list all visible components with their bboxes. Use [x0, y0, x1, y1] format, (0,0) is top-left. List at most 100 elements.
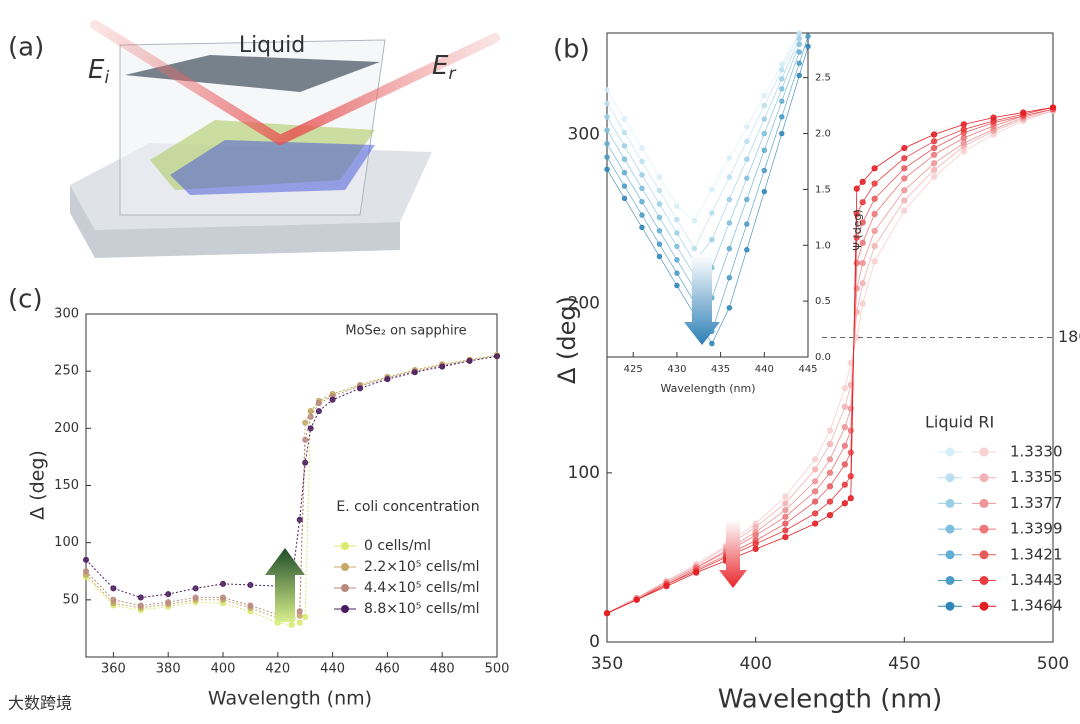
data-point — [782, 513, 789, 520]
data-point — [859, 259, 866, 267]
data-point — [83, 568, 89, 575]
data-point — [871, 227, 878, 235]
y-tick-label: 200 — [568, 294, 600, 314]
data-point — [693, 569, 700, 576]
data-point — [726, 220, 733, 226]
data-point — [826, 498, 834, 505]
data-point — [782, 534, 789, 541]
data-point — [137, 602, 144, 609]
data-point — [674, 257, 680, 263]
x-tick-label: 480 — [430, 662, 455, 677]
data-point — [826, 456, 834, 463]
legend-marker — [979, 550, 989, 560]
data-point — [744, 156, 750, 162]
data-point — [639, 158, 645, 165]
data-point — [466, 357, 473, 364]
y-tick-label: 1.0 — [815, 240, 831, 251]
data-point — [871, 258, 878, 265]
data-point — [656, 228, 663, 234]
data-point — [709, 210, 715, 216]
legend-marker — [341, 584, 349, 592]
series-line — [606, 32, 800, 222]
data-point — [752, 540, 759, 547]
data-point — [315, 408, 322, 415]
data-point — [853, 210, 860, 218]
data-point — [633, 596, 640, 603]
data-point — [709, 186, 715, 193]
data-point — [930, 151, 938, 158]
data-point — [726, 274, 733, 281]
y-axis-title: Δ (deg) — [553, 296, 581, 384]
data-point — [302, 613, 309, 620]
y-tick-label: 1.5 — [815, 184, 831, 195]
data-point — [841, 403, 848, 410]
y-tick-label: 2.0 — [815, 129, 831, 140]
y-tick-label: 0.5 — [815, 296, 831, 307]
data-point — [812, 520, 819, 527]
watermark: 大数跨境 — [8, 694, 72, 713]
data-point — [871, 195, 878, 202]
data-point — [841, 461, 848, 468]
data-point — [639, 212, 645, 218]
y-tick-label: 250 — [54, 364, 79, 379]
data-point — [847, 495, 854, 502]
data-point — [779, 61, 785, 67]
data-point — [744, 247, 750, 253]
data-point — [859, 199, 866, 206]
data-point — [691, 217, 698, 224]
y-tick-label: 0 — [589, 632, 600, 652]
data-point — [604, 140, 610, 147]
legend-label: 1.3355 — [1010, 468, 1063, 486]
data-point — [247, 581, 254, 588]
data-point — [621, 116, 628, 122]
data-point — [805, 33, 811, 40]
data-point — [841, 424, 848, 431]
legend-label: 1.3464 — [1010, 597, 1063, 615]
trend-arrow — [684, 255, 720, 345]
series-line — [606, 107, 1054, 614]
data-point — [859, 280, 866, 287]
data-point — [841, 481, 848, 488]
data-point — [761, 102, 768, 109]
data-point — [621, 195, 628, 202]
data-point — [744, 138, 750, 145]
y-tick-label: 200 — [54, 421, 79, 436]
data-point — [960, 121, 967, 128]
data-point — [782, 520, 789, 527]
data-point — [859, 239, 866, 246]
data-point — [621, 156, 628, 162]
legend-title: E. coli concentration — [336, 499, 479, 515]
data-point — [859, 178, 866, 185]
data-point — [901, 175, 908, 182]
x-tick-label: 450 — [888, 654, 920, 674]
x-tick-label: 425 — [624, 364, 643, 375]
x-tick-label: 360 — [101, 662, 126, 677]
data-point — [307, 413, 314, 420]
data-point — [656, 201, 663, 207]
data-point — [639, 145, 645, 151]
annotation: MoSe₂ on sapphire — [345, 324, 466, 339]
data-point — [439, 363, 446, 370]
y-axis-title: Ψ (deg) — [851, 209, 864, 250]
data-point — [656, 187, 663, 194]
data-point — [847, 427, 854, 434]
x-tick-label: 460 — [375, 662, 400, 677]
legend-marker — [341, 542, 349, 550]
data-point — [709, 340, 715, 347]
data-point — [826, 427, 834, 434]
series-line — [606, 108, 1054, 614]
legend-marker — [945, 498, 955, 508]
data-point — [805, 43, 811, 50]
data-point — [841, 500, 848, 507]
x-tick-label: 400 — [739, 654, 771, 674]
reference-label: 180 — [1058, 327, 1080, 346]
y-tick-label: 300 — [54, 307, 79, 322]
y-tick-label: 100 — [54, 535, 79, 550]
legend-title: Liquid RI — [925, 413, 994, 432]
data-point — [779, 67, 785, 73]
data-point — [841, 385, 848, 392]
light-beam — [90, 20, 500, 146]
y-axis-title: Δ (deg) — [27, 450, 49, 520]
data-point — [192, 585, 199, 592]
